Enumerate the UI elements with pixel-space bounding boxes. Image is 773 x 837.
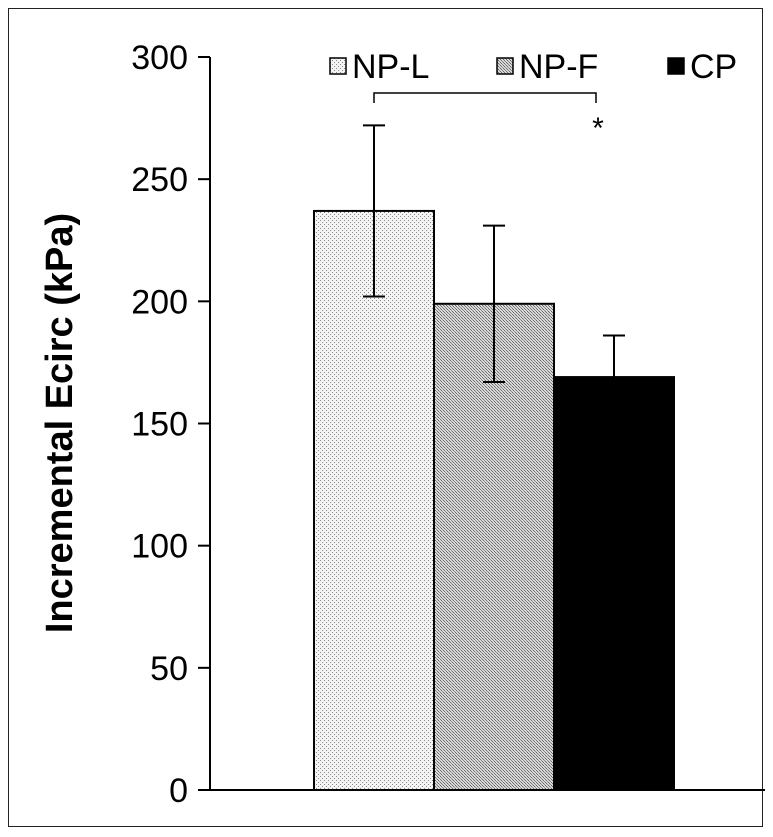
significance-marker: * bbox=[592, 112, 604, 145]
y-axis-label: Incremental Ecirc (kPa) bbox=[39, 213, 81, 633]
y-tick-label: 0 bbox=[169, 772, 188, 810]
bars bbox=[313, 209, 675, 791]
error-bars bbox=[363, 124, 625, 420]
legend: NP-L NP-F CP bbox=[329, 48, 737, 86]
significance-line bbox=[373, 92, 597, 103]
y-tick-label: 200 bbox=[131, 283, 188, 321]
legend-swatch-np-f bbox=[496, 57, 514, 75]
bar-cp bbox=[553, 376, 675, 791]
legend-swatch-cp bbox=[667, 57, 685, 75]
significance-bracket: * bbox=[373, 92, 604, 145]
legend-label-np-l: NP-L bbox=[352, 48, 429, 86]
bar-np-f bbox=[433, 302, 555, 791]
y-tick-label: 250 bbox=[131, 161, 188, 199]
y-tick-label: 150 bbox=[131, 406, 188, 444]
bar-np-l bbox=[313, 209, 435, 791]
y-tick-label: 50 bbox=[150, 650, 188, 688]
y-tick-label: 100 bbox=[131, 528, 188, 566]
legend-label-cp: CP bbox=[690, 48, 737, 86]
y-ticks: 0 50 100 150 200 250 300 bbox=[131, 39, 210, 810]
y-tick-label: 300 bbox=[131, 39, 188, 77]
legend-label-np-f: NP-F bbox=[519, 48, 598, 86]
legend-swatch-np-l bbox=[329, 57, 347, 75]
